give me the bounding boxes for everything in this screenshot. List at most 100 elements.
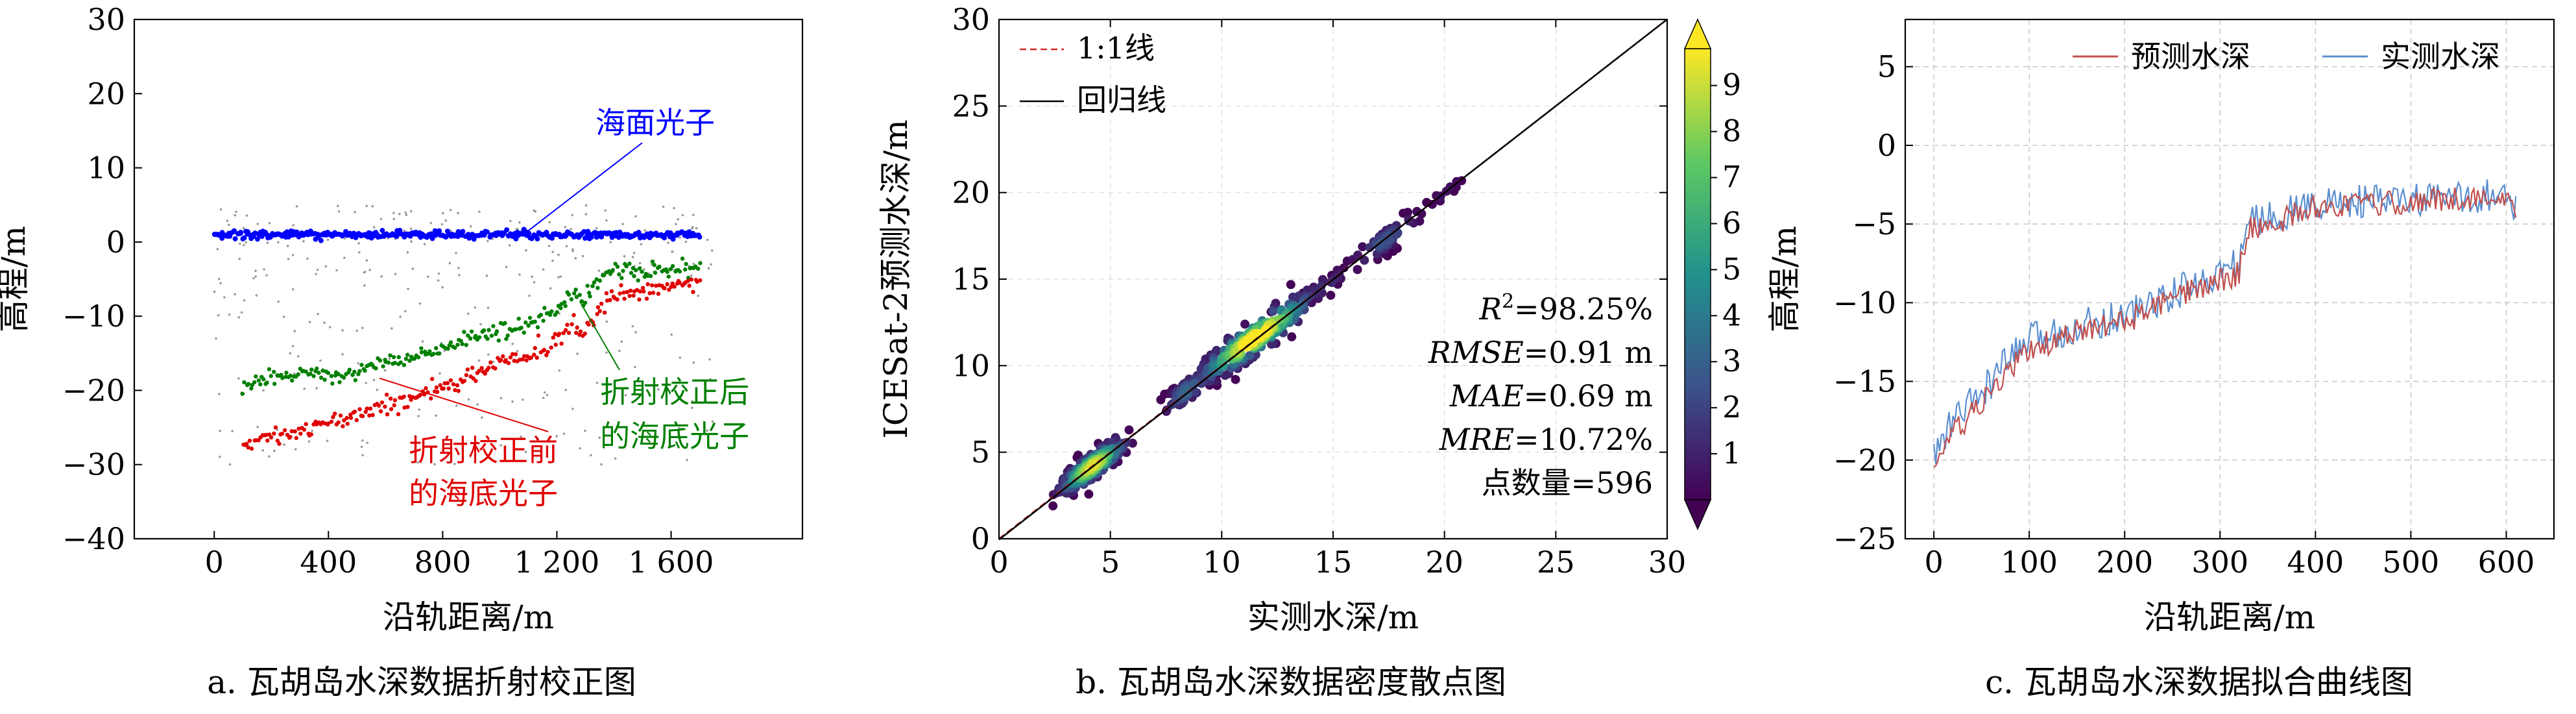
photon-point-seafloor-corrected <box>252 380 257 385</box>
noise-photon-point <box>579 447 581 450</box>
photon-point-seafloor-corrected <box>246 382 251 386</box>
annotation-uncorrected-arrow <box>379 377 549 432</box>
photon-point-sea-surface <box>232 228 237 234</box>
photon-point-seafloor-corrected <box>374 366 378 371</box>
noise-photon-point <box>565 245 568 247</box>
photon-point-seafloor-uncorrected <box>378 409 383 413</box>
photon-point-seafloor-corrected <box>569 297 574 302</box>
noise-photon-point <box>363 271 366 274</box>
photon-point-seafloor-uncorrected <box>264 432 269 437</box>
noise-photon-point <box>324 265 328 268</box>
noise-photon-point <box>262 389 265 392</box>
noise-photon-point <box>609 241 612 243</box>
photon-point-seafloor-corrected <box>477 335 482 339</box>
photon-point-seafloor-corrected <box>559 306 563 310</box>
photon-point-seafloor-corrected <box>350 373 355 377</box>
panel-c-xtick-label: 100 <box>2001 545 2058 580</box>
noise-photon-point <box>695 227 698 230</box>
colorbar-tick-label: 8 <box>1722 114 1741 149</box>
panel-b-ytick-label: 25 <box>952 88 990 123</box>
photon-point-seafloor-corrected <box>455 342 460 347</box>
noise-photon-point <box>520 435 522 438</box>
noise-photon-point <box>679 356 682 359</box>
photon-point-seafloor-corrected <box>267 367 272 371</box>
noise-photon-point <box>478 210 481 213</box>
photon-point-sea-surface <box>697 234 703 240</box>
photon-point-seafloor-corrected <box>524 320 528 325</box>
panel-a-ytick-label: −40 <box>62 521 125 556</box>
noise-photon-point <box>684 240 688 243</box>
photon-point-seafloor-uncorrected <box>677 280 682 285</box>
noise-photon-point <box>337 204 339 208</box>
photon-point-seafloor-uncorrected <box>662 286 667 291</box>
photon-point-sea-surface <box>549 235 555 241</box>
series-line-measured-depth <box>1933 179 2517 464</box>
noise-photon-point <box>598 436 601 439</box>
panel-a-ytick-label: 0 <box>106 225 125 260</box>
panel-c-fit-curve: 0 100 200 300 400 500 600 −25 −20 −15 −10 −5 0 5 沿轨距离/… <box>1766 18 2555 636</box>
noise-photon-point <box>303 388 306 390</box>
photon-point-seafloor-uncorrected <box>456 389 461 393</box>
photon-point-seafloor-corrected <box>363 368 367 373</box>
photon-point-seafloor-uncorrected <box>344 415 349 421</box>
photon-point-seafloor-corrected <box>574 295 579 299</box>
noise-photon-point <box>667 241 669 244</box>
photon-point-seafloor-corrected <box>677 269 682 274</box>
noise-photon-point <box>518 273 521 276</box>
noise-photon-point <box>671 250 673 253</box>
panel-c-xlabel: 沿轨距离/m <box>2144 598 2315 636</box>
photon-point-seafloor-corrected <box>398 360 403 365</box>
photon-point-seafloor-uncorrected <box>464 373 469 378</box>
photon-point-seafloor-corrected <box>319 375 324 380</box>
density-point <box>1326 290 1336 300</box>
photon-point-seafloor-corrected <box>402 363 407 367</box>
photon-point-seafloor-uncorrected <box>510 352 515 356</box>
photon-point-seafloor-uncorrected <box>577 332 582 337</box>
noise-photon-point <box>551 251 555 253</box>
photon-point-seafloor-uncorrected <box>689 277 693 282</box>
photon-point-seafloor-uncorrected <box>493 366 498 371</box>
photon-point-seafloor-corrected <box>272 382 277 386</box>
photon-point-seafloor-corrected <box>336 372 341 376</box>
photon-point-seafloor-uncorrected <box>656 291 661 296</box>
noise-photon-point <box>365 382 367 384</box>
photon-point-seafloor-uncorrected <box>483 371 487 376</box>
noise-photon-point <box>238 258 241 260</box>
noise-photon-point <box>344 237 346 240</box>
photon-point-seafloor-corrected <box>645 273 650 278</box>
noise-photon-point <box>670 333 673 336</box>
noise-photon-point <box>487 353 490 356</box>
photon-point-seafloor-uncorrected <box>672 284 677 289</box>
photon-point-seafloor-corrected <box>621 269 625 273</box>
photon-point-seafloor-uncorrected <box>451 382 456 387</box>
photon-point-seafloor-corrected <box>289 378 295 383</box>
photon-point-seafloor-corrected <box>585 284 590 288</box>
photon-point-seafloor-corrected <box>315 366 319 371</box>
noise-photon-point <box>623 255 626 258</box>
panel-b-ytick-label: 15 <box>952 262 990 297</box>
photon-point-seafloor-uncorrected <box>529 355 533 360</box>
photon-point-seafloor-uncorrected <box>434 385 439 390</box>
noise-photon-point <box>666 389 669 391</box>
noise-photon-point <box>605 351 608 354</box>
density-point <box>1360 255 1369 265</box>
noise-photon-point <box>692 361 695 364</box>
panel-a-scatter-refraction: 0 400 800 1 200 1 600 −40 −30 −20 −10 0 10 20 30 沿轨距离… <box>0 2 804 636</box>
panel-b-xlabel: 实测水深/m <box>1247 598 1419 636</box>
photon-point-seafloor-uncorrected <box>631 293 636 298</box>
photon-point-sea-surface <box>504 227 510 233</box>
photon-point-seafloor-uncorrected <box>383 404 387 409</box>
noise-photon-point <box>505 265 508 269</box>
panel-b-ytick-label: 20 <box>952 175 990 210</box>
panel-a-xtick-label: 0 <box>205 545 224 580</box>
noise-photon-point <box>277 300 280 303</box>
noise-photon-point <box>354 211 356 214</box>
photon-point-seafloor-uncorrected <box>651 290 656 295</box>
photon-point-sea-surface <box>599 234 605 240</box>
panel-a-ytick-label: 20 <box>87 76 125 111</box>
panel-c-ylabel: 高程/m <box>1766 226 1803 332</box>
noise-photon-point <box>243 243 245 247</box>
noise-photon-point <box>576 352 579 355</box>
noise-photon-point <box>675 223 677 226</box>
noise-photon-point <box>605 320 608 323</box>
